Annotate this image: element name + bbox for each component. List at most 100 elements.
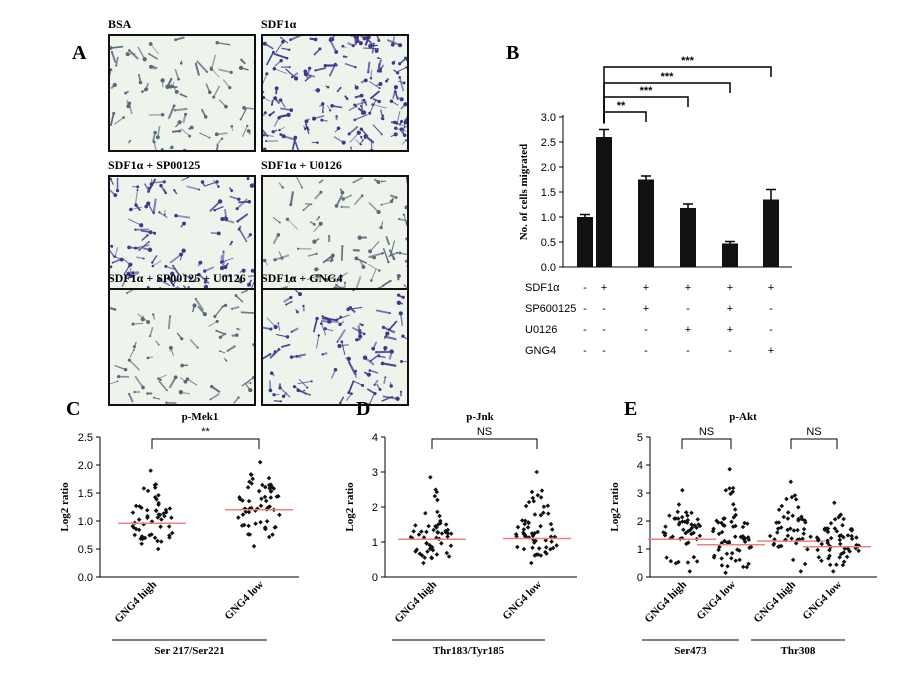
cell-process [370, 353, 380, 362]
data-point [684, 541, 689, 547]
cell-body [336, 341, 339, 343]
data-point [816, 555, 822, 560]
cell-process [354, 276, 362, 291]
cell-process [408, 266, 409, 269]
data-point [774, 520, 779, 525]
cell-body [110, 68, 113, 72]
cell-process [375, 309, 390, 315]
data-point [424, 529, 429, 535]
cell-body [296, 388, 301, 393]
data-point [793, 497, 799, 502]
cell-body [353, 118, 357, 122]
cell-body [220, 217, 225, 221]
cell-process [348, 306, 363, 311]
data-point [683, 510, 689, 515]
cell-body [202, 312, 207, 317]
cell-body [122, 116, 125, 119]
data-point [241, 522, 247, 528]
data-point [788, 479, 794, 485]
cell-body [263, 95, 266, 100]
cell-process [128, 49, 139, 60]
cell-process [377, 59, 382, 72]
cell-body [229, 70, 233, 74]
y-tick-label: 1.5 [541, 187, 556, 199]
cell-process [196, 60, 208, 73]
data-point [730, 485, 736, 491]
data-point [543, 545, 549, 550]
cell-body [263, 133, 266, 137]
cell-process [143, 183, 150, 191]
cell-body [217, 185, 220, 188]
cell-body [187, 286, 190, 288]
data-point [682, 519, 688, 525]
treatment-mark: + [643, 303, 649, 315]
data-point [687, 527, 693, 533]
cell-body [272, 50, 275, 54]
cell-body [215, 180, 219, 184]
data-point [828, 535, 834, 541]
treatment-mark: - [769, 303, 773, 315]
data-point [844, 554, 850, 560]
cell-body [370, 279, 373, 282]
cell-body [302, 209, 305, 212]
data-point [834, 562, 839, 567]
data-point [249, 481, 254, 486]
data-point [696, 522, 701, 527]
data-point [259, 496, 264, 502]
data-point [685, 517, 691, 523]
data-point [419, 529, 424, 534]
cell-process [263, 129, 269, 137]
treatment-mark: + [727, 282, 733, 294]
cell-body [129, 139, 132, 142]
cell-body [312, 239, 317, 244]
cell-body [194, 297, 197, 300]
cell-body [321, 102, 325, 106]
data-point [772, 537, 777, 542]
cell-process [370, 69, 373, 79]
x-category-label: GNG4 low [222, 579, 266, 623]
treatment-mark: + [601, 282, 607, 294]
cell-body [350, 146, 352, 149]
data-point [832, 500, 837, 506]
cell-process [141, 234, 148, 241]
cell-process [174, 68, 180, 80]
data-point [795, 537, 800, 542]
data-point [781, 514, 787, 520]
data-point [834, 528, 840, 534]
data-point [432, 493, 438, 499]
cell-body [330, 104, 334, 108]
treatment-mark: + [643, 282, 649, 294]
cell-body [207, 90, 212, 95]
data-point [437, 518, 443, 524]
cell-process [297, 380, 312, 385]
data-point [276, 494, 281, 499]
data-point [719, 529, 725, 535]
cell-body [334, 50, 339, 54]
cell-body [146, 234, 149, 237]
cell-process [353, 380, 363, 386]
data-point [263, 484, 268, 490]
cell-body [162, 180, 166, 184]
data-point [156, 500, 161, 506]
cell-body [402, 81, 406, 85]
cell-body [152, 313, 155, 316]
cell-body [253, 61, 254, 64]
cell-process [365, 37, 375, 48]
data-point [513, 531, 519, 537]
cell-body [209, 66, 213, 70]
cell-process [291, 353, 306, 358]
cell-process [381, 396, 393, 402]
data-point [856, 548, 861, 554]
cell-process [222, 218, 235, 224]
cell-body [393, 120, 397, 125]
treatment-mark: + [727, 303, 733, 315]
cell-body [303, 72, 308, 77]
cell-process [387, 252, 398, 258]
cell-body [177, 120, 182, 125]
cell-body [141, 385, 145, 390]
data-point [169, 530, 175, 536]
cell-body [335, 115, 338, 118]
cell-body [160, 78, 165, 83]
data-point [514, 534, 519, 539]
cell-body [405, 66, 407, 69]
